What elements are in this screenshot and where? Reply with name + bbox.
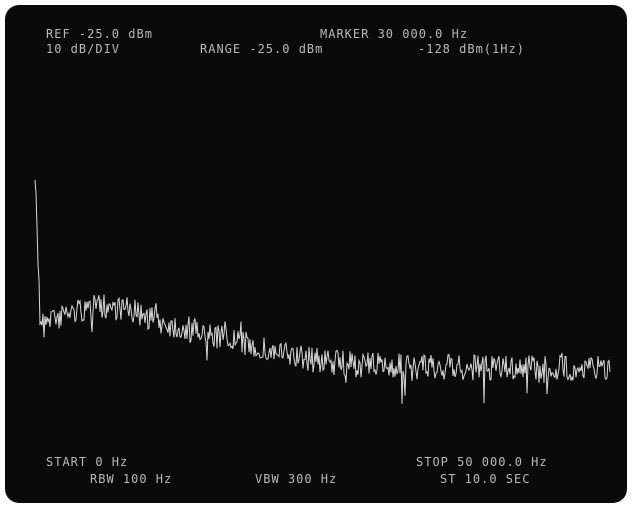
- vbw: VBW 300 Hz: [255, 472, 337, 486]
- marker-frequency: MARKER 30 000.0 Hz: [320, 27, 468, 41]
- ref-level: REF -25.0 dBm: [46, 27, 153, 41]
- stop-frequency: STOP 50 000.0 Hz: [416, 455, 548, 469]
- rbw: RBW 100 Hz: [90, 472, 172, 486]
- marker-level: -128 dBm(1Hz): [418, 42, 525, 56]
- trace-line: [34, 179, 611, 404]
- noise-trace: [34, 179, 611, 404]
- sweep-time: ST 10.0 SEC: [440, 472, 530, 486]
- screen-background: [5, 5, 627, 503]
- range: RANGE -25.0 dBm: [200, 42, 323, 56]
- start-frequency: START 0 Hz: [46, 455, 128, 469]
- scale: 10 dB/DIV: [46, 42, 120, 56]
